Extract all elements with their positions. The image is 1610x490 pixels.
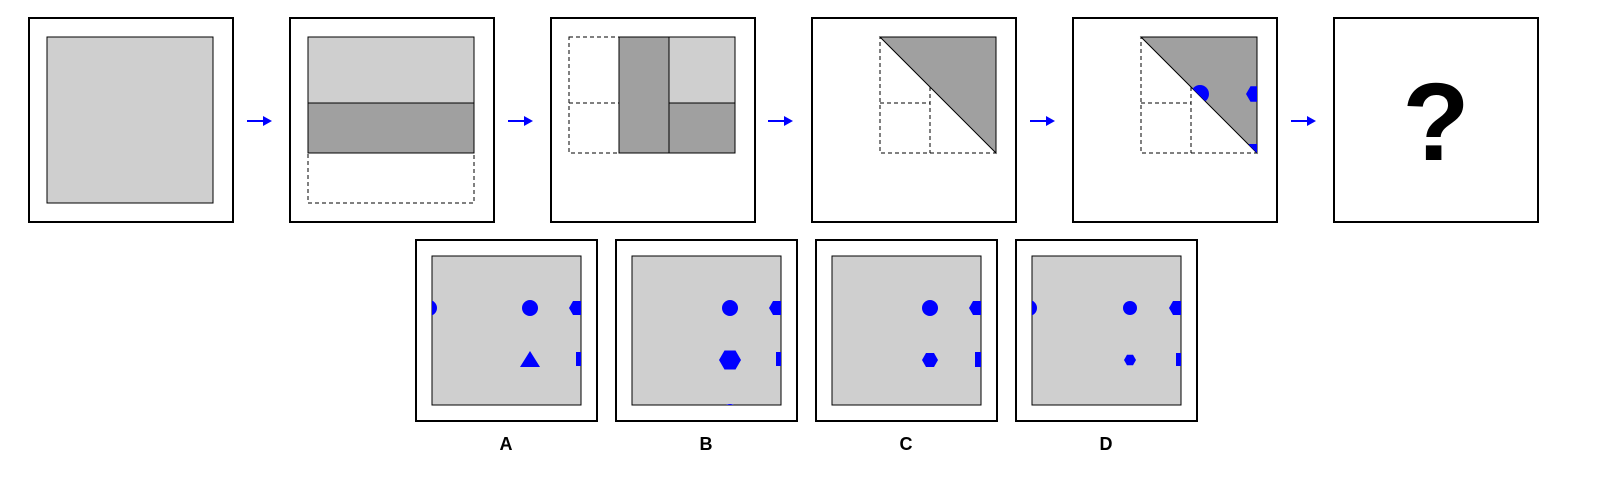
step-3-top-right xyxy=(668,36,736,104)
arrow-1 xyxy=(247,116,272,126)
arrow-4 xyxy=(1030,116,1055,126)
hole xyxy=(1032,300,1037,316)
step-2-top-layer xyxy=(307,36,475,104)
hole xyxy=(432,300,437,316)
option-a-label: A xyxy=(500,434,513,454)
step-3-folded-column xyxy=(618,36,670,154)
step-5-panel xyxy=(1072,17,1278,223)
punch-hole-hexagon xyxy=(1246,86,1257,102)
hole xyxy=(922,353,938,367)
arrow-3 xyxy=(768,116,793,126)
hole xyxy=(722,300,738,316)
step-1-panel xyxy=(28,17,234,223)
arrow-2 xyxy=(508,116,533,126)
step-3-bottom-right xyxy=(668,102,736,154)
option-d-sheet xyxy=(1031,255,1182,406)
question-mark: ? xyxy=(1402,61,1469,184)
question-panel: ? xyxy=(1333,17,1539,223)
hole xyxy=(1124,354,1136,366)
option-d[interactable] xyxy=(1015,239,1198,422)
step-4-panel xyxy=(811,17,1017,223)
option-d-label: D xyxy=(1100,434,1113,454)
option-b[interactable] xyxy=(615,239,798,422)
step-3-panel xyxy=(550,17,756,223)
hole xyxy=(1123,301,1137,315)
hole xyxy=(719,350,741,370)
hole xyxy=(569,301,581,315)
hole xyxy=(769,301,781,315)
step-2-panel xyxy=(289,17,495,223)
hole xyxy=(522,300,538,316)
hole xyxy=(1169,301,1181,315)
hole xyxy=(776,352,781,366)
option-a[interactable] xyxy=(415,239,598,422)
hole xyxy=(726,404,734,405)
option-a-sheet xyxy=(431,255,582,406)
arrow-5 xyxy=(1291,116,1316,126)
hole xyxy=(975,352,981,367)
option-c[interactable] xyxy=(815,239,998,422)
step-2-original-outline xyxy=(307,152,475,204)
hole xyxy=(576,352,581,366)
hole xyxy=(520,351,540,367)
hole xyxy=(922,300,938,316)
punch-hole-square xyxy=(1249,144,1257,153)
step-2-folded-band xyxy=(307,102,475,154)
step-1-sheet xyxy=(46,36,214,204)
hole xyxy=(1176,353,1181,366)
question-frame xyxy=(1333,17,1539,223)
hole xyxy=(969,301,981,315)
option-b-label: B xyxy=(700,434,713,454)
option-c-sheet xyxy=(831,255,982,406)
step-4-folded-triangle xyxy=(878,36,997,155)
option-c-label: C xyxy=(900,434,913,454)
option-b-sheet xyxy=(631,255,782,406)
